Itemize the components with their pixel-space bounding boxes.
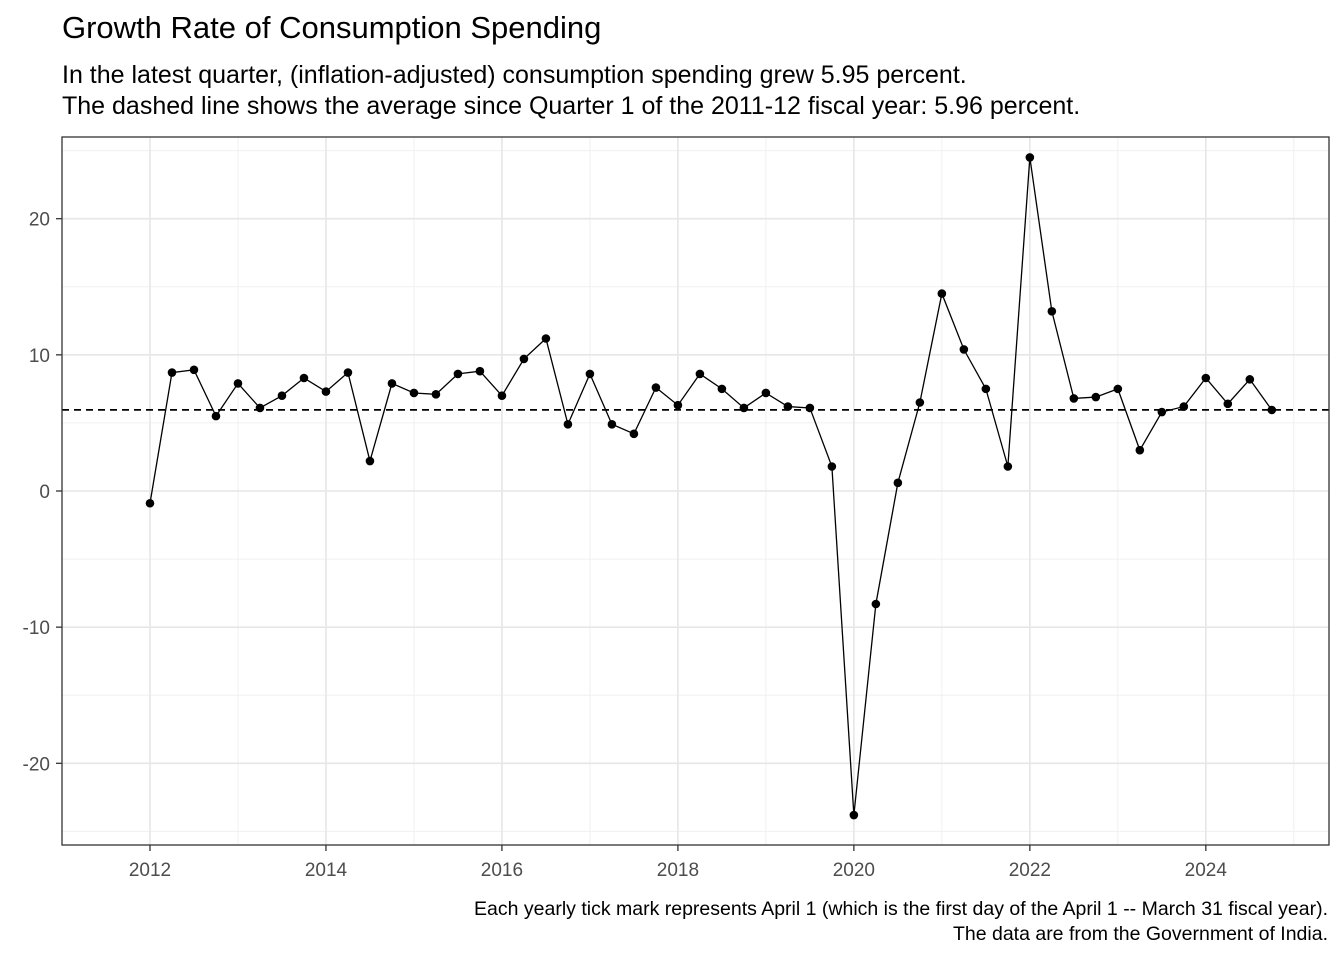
data-point [1047,306,1057,316]
data-point [981,384,991,394]
data-point [1245,375,1255,384]
x-tick-label: 2020 [833,860,875,881]
data-point [805,403,815,413]
y-tick-label: 10 [29,346,50,367]
data-point [343,368,353,377]
data-point [453,369,463,379]
caption-line-2: The data are from the Government of Indi… [952,923,1328,945]
x-tick-label: 2014 [305,860,348,881]
data-point [717,384,727,394]
data-point [1025,153,1035,162]
caption-line-1: Each yearly tick mark represents April 1… [474,898,1328,920]
data-point [145,498,155,508]
data-point [915,398,925,407]
data-point [761,388,771,398]
data-point [673,400,683,410]
chart-subtitle: In the latest quarter, (inflation-adjust… [62,60,1080,122]
data-point [497,391,507,400]
data-point [651,383,661,392]
chart-caption: Each yearly tick mark represents April 1… [474,897,1328,947]
data-point [585,369,595,379]
data-point [849,810,859,820]
data-point [827,462,837,471]
data-point [409,388,419,398]
data-point [1223,399,1233,409]
data-point [233,379,243,388]
data-point [1135,445,1145,455]
subtitle-line-2: The dashed line shows the average since … [62,92,1081,120]
data-point [871,599,881,609]
data-point [1003,462,1013,471]
data-point [893,478,903,488]
y-tick-label: 20 [29,210,50,231]
chart-title: Growth Rate of Consumption Spending [62,10,602,45]
data-point [519,354,529,364]
data-point [563,419,573,429]
data-point [1179,402,1189,411]
data-point [1157,407,1167,417]
x-tick-label: 2022 [1009,860,1051,881]
x-tick-label: 2018 [657,860,699,881]
x-tick-label: 2016 [481,860,523,881]
data-point [365,456,375,466]
data-point [937,289,947,298]
x-tick-label: 2024 [1185,860,1228,881]
series-line [149,157,1273,816]
x-tick-label: 2012 [129,860,171,881]
data-point [739,403,749,413]
y-tick-label: 0 [39,482,50,503]
subtitle-line-1: In the latest quarter, (inflation-adjust… [62,61,967,89]
data-point [211,411,221,421]
data-point [475,366,485,376]
data-point [1113,384,1123,394]
data-point [431,390,441,399]
data-point [189,365,199,375]
y-tick-label: -10 [23,618,50,639]
data-point [321,387,331,396]
data-point [1091,392,1101,402]
data-point [607,419,617,429]
y-tick-label: -20 [23,754,50,775]
data-point [959,345,969,354]
data-point [255,403,265,413]
data-point [167,368,177,377]
data-point [783,402,793,411]
data-point [387,379,397,388]
data-point [541,334,551,343]
data-point [695,369,705,379]
data-point [1201,373,1211,383]
data-point [1267,405,1277,415]
data-point [277,391,287,400]
data-point [299,373,309,383]
data-point [1069,394,1079,403]
data-point [629,429,639,439]
